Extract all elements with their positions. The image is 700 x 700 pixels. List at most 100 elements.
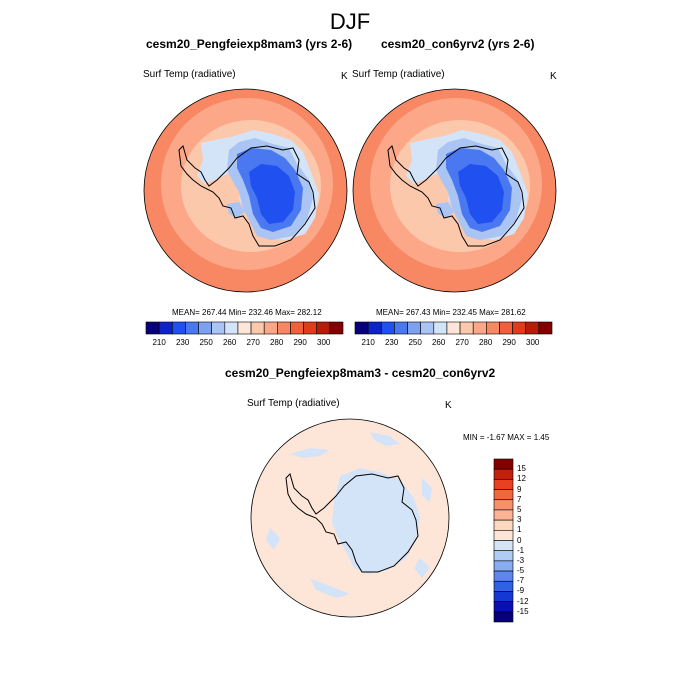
ross-ice-region (227, 202, 245, 218)
colorbar-swatch (493, 479, 514, 490)
colorbar-swatch (493, 540, 514, 551)
ice-sheet-interior (249, 164, 295, 224)
colorbar-swatch (407, 321, 421, 335)
colorbar-swatch (224, 321, 239, 335)
colorbar-tick-label: 290 (502, 338, 516, 347)
slight-cooling-region (332, 468, 420, 574)
cooling-patch (290, 448, 330, 458)
colorbar-tick-label: -15 (517, 606, 529, 616)
antarctica-coastline (285, 473, 419, 573)
cooling-patch (422, 478, 432, 502)
colorbar-swatch (472, 321, 487, 335)
panel-right-units: K (550, 71, 557, 82)
colorbar-swatch (493, 530, 514, 541)
colorbar-tick-label: 270 (246, 338, 260, 347)
ice-sheet-interior (458, 164, 504, 224)
panel-right-title: cesm20_con6yrv2 (yrs 2-6) (381, 37, 535, 51)
colorbar-swatch (493, 468, 514, 480)
panel-left-title: cesm20_Pengfeiexp8mam3 (yrs 2-6) (146, 37, 353, 51)
colorbar-swatch (394, 321, 408, 335)
colorbar-tick-label: -3 (517, 555, 525, 565)
colorbar-tick-label: 300 (526, 338, 540, 347)
colorbar-right (354, 321, 553, 335)
diff-minmax: MIN = -1.67 MAX = 1.45 (463, 433, 550, 442)
colorbar-swatch (512, 321, 527, 335)
colorbar-left (145, 321, 344, 335)
diff-panel-units: K (445, 400, 452, 411)
colorbar-tick-label: 250 (199, 338, 213, 347)
colorbar-swatch (380, 321, 395, 335)
colorbar-swatch (420, 321, 435, 335)
colorbar-tick-label: 5 (517, 504, 522, 514)
colorbar-swatch (185, 321, 199, 335)
colorbar-swatch (290, 321, 304, 335)
colorbar-tick-label: -1 (517, 545, 525, 555)
colorbar-tick-label: -12 (517, 596, 529, 606)
colorbar-swatch (486, 321, 500, 335)
colorbar-tick-label: 3 (517, 515, 522, 525)
colorbar-tick-label: 15 (517, 464, 526, 474)
colorbar-swatch (538, 321, 553, 335)
colorbar-swatch (493, 580, 514, 592)
colorbar-swatch (250, 321, 265, 335)
colorbar-swatch (316, 321, 331, 335)
map-diff (250, 418, 450, 618)
colorbar-tick-label: -9 (517, 586, 525, 596)
colorbar-swatch (433, 321, 448, 335)
colorbar-tick-label: 300 (317, 338, 331, 347)
colorbar-swatch (493, 550, 514, 562)
colorbar-swatch (354, 321, 369, 335)
main-title: DJF (329, 9, 371, 34)
diff-panel-variable: Surf Temp (radiative) (247, 398, 340, 409)
colorbar-swatch (493, 509, 514, 521)
colorbar-swatch (493, 611, 514, 623)
panel-left-stats: MEAN= 267.44 Min= 232.46 Max= 282.12 (172, 308, 322, 317)
colorbar-swatch (277, 321, 291, 335)
colorbar-tick-label: 0 (517, 535, 522, 545)
colorbar-tick-label: 210 (152, 338, 166, 347)
colorbar-swatch (493, 560, 514, 572)
colorbar-swatch (329, 321, 344, 335)
colorbar-tick-label: 230 (175, 338, 190, 347)
colorbar-swatch (237, 321, 252, 335)
colorbar-swatch (493, 499, 514, 511)
panel-left-variable: Surf Temp (radiative) (143, 69, 236, 80)
colorbar-tick-label: -7 (517, 576, 525, 586)
colorbar-tick-label: 210 (361, 338, 375, 347)
antarctica-coastline (178, 145, 316, 247)
colorbar-swatch (145, 321, 160, 335)
colorbar-swatch (211, 321, 226, 335)
colorbar-tick-label: 1 (517, 525, 522, 535)
colorbar-tick-label: 9 (517, 484, 522, 494)
colorbar-swatch (493, 489, 514, 501)
map-left (143, 88, 348, 293)
colorbar-tick-label: 280 (269, 338, 284, 347)
colorbar-tick-label: 250 (408, 338, 422, 347)
colorbar-swatch (263, 321, 278, 335)
panel-right-stats: MEAN= 267.43 Min= 232.45 Max= 281.62 (376, 308, 526, 317)
colorbar-tick-label: 270 (455, 338, 469, 347)
colorbar-swatch (198, 321, 212, 335)
colorbar-tick-label: 260 (222, 338, 237, 347)
colorbar-tick-label: 260 (431, 338, 446, 347)
cooling-patch (414, 558, 430, 578)
panel-left-units: K (341, 71, 348, 82)
colorbar-tick-label: 7 (517, 494, 522, 504)
colorbar-tick-label: 12 (517, 474, 526, 484)
colorbar-swatch (525, 321, 540, 335)
colorbar-swatch (499, 321, 513, 335)
cooling-patch (266, 528, 280, 550)
panel-right-variable: Surf Temp (radiative) (352, 69, 445, 80)
colorbar-swatch (493, 601, 514, 613)
colorbar-swatch (171, 321, 186, 335)
colorbar-swatch (493, 458, 514, 470)
colorbar-swatch (459, 321, 474, 335)
colorbar-tick-label: 290 (293, 338, 307, 347)
colorbar-swatch (493, 519, 514, 531)
map-right (352, 88, 557, 293)
colorbar-diff (493, 458, 514, 623)
map-border (143, 88, 348, 293)
colorbar-swatch (303, 321, 318, 335)
colorbar-swatch (493, 591, 514, 602)
ross-ice-region (436, 202, 454, 218)
